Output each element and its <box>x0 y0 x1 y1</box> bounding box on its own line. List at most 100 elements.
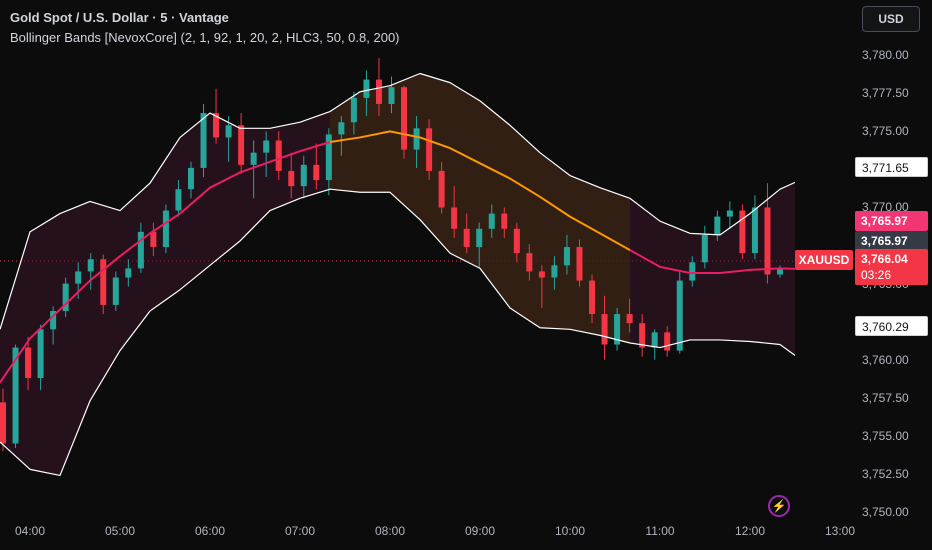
candle-body <box>263 140 270 153</box>
candle-body <box>463 228 470 248</box>
candle-body <box>363 79 370 98</box>
price-tick-label: 3,770.00 <box>862 200 909 215</box>
time-tick-label: 04:00 <box>14 524 46 538</box>
last-price-tag: 3,766.04 03:26 <box>855 249 928 285</box>
time-tick-label: 11:00 <box>645 524 675 538</box>
symbol-tag: XAUUSD <box>795 250 853 270</box>
candle <box>62 277 69 318</box>
candle <box>175 180 182 217</box>
candle-body <box>62 283 69 312</box>
candle-body <box>626 314 633 324</box>
band-fill-bullish-area <box>330 73 630 343</box>
candle-body <box>501 213 508 229</box>
lower-band-price-tag: 3,760.29 <box>855 316 928 336</box>
candle-body <box>513 228 520 254</box>
candle <box>451 186 458 238</box>
candle <box>300 155 307 199</box>
candle-body <box>12 347 19 444</box>
band-fill-area <box>0 73 795 476</box>
price-tick-label: 3,752.50 <box>862 466 909 481</box>
candle-body <box>238 125 245 165</box>
time-tick-label: 05:00 <box>104 524 136 538</box>
candle-body <box>175 189 182 211</box>
candle-body <box>137 231 144 269</box>
candle-body <box>401 87 408 150</box>
close-price-tag: 3,765.97 <box>855 231 928 251</box>
symbol-title[interactable]: Gold Spot / U.S. Dollar · 5 · Vantage <box>10 10 229 25</box>
time-tick-label: 08:00 <box>374 524 406 538</box>
candle <box>639 314 646 357</box>
candle <box>263 131 270 178</box>
candle <box>664 326 671 357</box>
candle-body <box>325 134 332 181</box>
price-tick-label: 3,775.00 <box>862 124 909 139</box>
candle-body <box>739 210 746 254</box>
candle <box>37 324 44 391</box>
candle-body <box>777 267 783 275</box>
candle-body <box>551 265 558 278</box>
candle <box>338 116 345 156</box>
candle <box>526 244 533 281</box>
candle-body <box>125 268 132 278</box>
candle <box>463 213 470 254</box>
candle <box>50 306 57 345</box>
candle <box>551 256 558 290</box>
basis-line-bullish <box>329 130 631 251</box>
candle-body <box>313 164 320 181</box>
candle <box>250 140 257 199</box>
candle-body <box>25 347 32 379</box>
candle-body <box>388 87 395 104</box>
price-tick-label: 3,780.00 <box>862 48 909 63</box>
candle <box>614 307 621 351</box>
candle-body <box>426 128 433 171</box>
candle-body <box>250 152 257 165</box>
candle <box>375 58 382 117</box>
basis-line-bearish <box>0 141 331 384</box>
candle-body <box>37 329 44 379</box>
lightning-icon[interactable]: ⚡ <box>768 495 790 517</box>
candle-body <box>75 271 82 284</box>
basis-price-tag: 3,765.97 <box>855 211 928 231</box>
candle-body <box>413 128 420 150</box>
candle <box>288 152 295 199</box>
currency-button[interactable]: USD <box>862 6 920 32</box>
candle-body <box>350 97 357 123</box>
candle-body <box>300 164 307 187</box>
candlestick-series <box>0 58 783 452</box>
time-tick-label: 12:00 <box>734 524 766 538</box>
candle <box>576 239 583 287</box>
bar-countdown: 03:26 <box>861 268 892 282</box>
candle-body <box>162 210 169 248</box>
indicator-label[interactable]: Bollinger Bands [NevoxCore] (2, 1, 92, 1… <box>10 30 400 45</box>
candle-body <box>87 259 94 272</box>
candle <box>275 131 282 181</box>
candle-body <box>50 311 57 330</box>
candle <box>363 70 370 117</box>
candle-body <box>0 402 6 444</box>
candle-body <box>714 216 721 235</box>
candle <box>187 161 194 199</box>
candle <box>225 116 232 162</box>
candle-body <box>639 323 646 348</box>
candle <box>538 265 545 308</box>
candle-body <box>187 167 194 190</box>
candle <box>476 222 483 269</box>
candle-body <box>438 170 445 208</box>
candle-body <box>225 125 232 138</box>
candle <box>438 161 445 214</box>
candle <box>388 76 395 114</box>
candle-body <box>288 170 295 187</box>
candle-body <box>200 113 207 168</box>
candle-body <box>338 122 345 135</box>
lower-band-line <box>0 188 796 477</box>
candle-body <box>275 140 282 171</box>
candle-body <box>676 280 683 351</box>
candle-body <box>112 277 119 305</box>
candle <box>777 265 783 278</box>
candle <box>12 344 19 449</box>
candle-body <box>451 207 458 229</box>
time-tick-label: 07:00 <box>284 524 316 538</box>
candle <box>112 271 119 312</box>
candle <box>137 222 144 273</box>
